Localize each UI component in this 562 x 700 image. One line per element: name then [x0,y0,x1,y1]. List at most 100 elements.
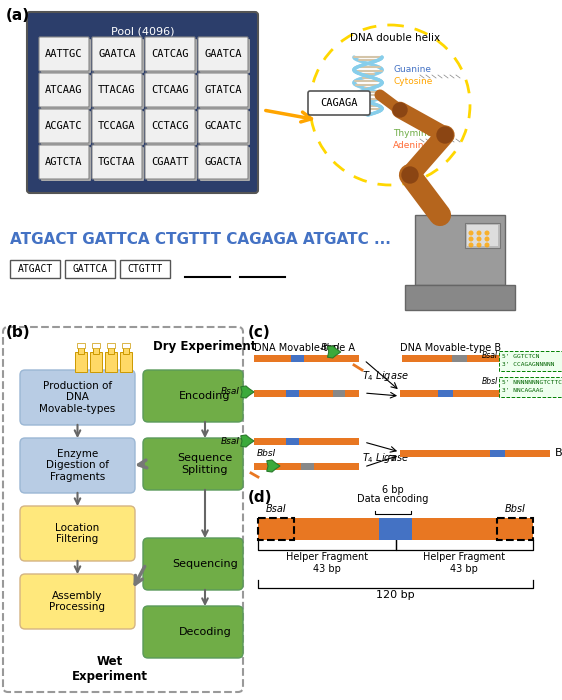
Text: BsaI: BsaI [482,351,498,360]
Text: ACGATC: ACGATC [46,121,83,131]
Bar [258,518,533,540]
FancyBboxPatch shape [200,147,250,181]
FancyBboxPatch shape [92,73,142,107]
Text: (c): (c) [248,325,271,340]
Text: GAATCA: GAATCA [204,49,242,59]
FancyBboxPatch shape [20,506,135,561]
FancyBboxPatch shape [20,574,135,629]
FancyBboxPatch shape [39,37,89,71]
Text: B + A: B + A [555,448,562,458]
Polygon shape [328,346,341,358]
Bar [120,352,132,372]
FancyBboxPatch shape [94,111,144,145]
Text: TTACAG: TTACAG [98,85,136,95]
Text: (b): (b) [6,325,30,340]
Circle shape [477,230,482,235]
Bar [77,343,85,348]
Text: BbsI: BbsI [482,377,498,386]
Text: CTCAAG: CTCAAG [151,85,189,95]
Text: DNA Movable-type B: DNA Movable-type B [400,343,501,353]
Polygon shape [267,460,280,472]
Bar [107,343,115,348]
Text: $T_4$ Ligase: $T_4$ Ligase [362,451,409,465]
FancyBboxPatch shape [143,606,243,658]
Circle shape [484,237,490,242]
Text: GAATCA: GAATCA [98,49,136,59]
Bar [285,438,299,445]
FancyBboxPatch shape [145,109,195,143]
Text: BsaI: BsaI [266,504,287,514]
Polygon shape [241,435,254,447]
FancyBboxPatch shape [120,260,170,278]
Text: Helper Fragment
43 bp: Helper Fragment 43 bp [285,552,368,573]
Text: DNA double helix: DNA double helix [350,33,440,43]
Circle shape [432,207,448,223]
Text: Guanine: Guanine [393,64,431,74]
Text: Pool (4096): Pool (4096) [111,26,174,36]
FancyBboxPatch shape [200,75,250,109]
Text: Wet
Experiment: Wet Experiment [72,655,148,683]
FancyBboxPatch shape [308,91,370,115]
FancyBboxPatch shape [499,377,562,397]
Text: Assembly
Processing: Assembly Processing [49,591,106,612]
FancyBboxPatch shape [27,12,258,193]
Bar [123,346,129,354]
Text: 6 bp: 6 bp [382,485,404,495]
Text: $T_4$ Ligase: $T_4$ Ligase [362,369,409,383]
Text: Decoding: Decoding [179,627,232,637]
Text: Sequencing: Sequencing [172,559,238,569]
Text: ATGACT: ATGACT [17,264,53,274]
Text: 5' NNNNNNNGTCTTC: 5' NNNNNNNGTCTTC [502,381,562,386]
Text: ATGACT GATTCA CTGTTT CAGAGA ATGATC ...: ATGACT GATTCA CTGTTT CAGAGA ATGATC ... [10,232,391,248]
FancyBboxPatch shape [41,39,91,73]
FancyBboxPatch shape [10,260,60,278]
Bar [122,343,130,348]
Text: ATCAAG: ATCAAG [46,85,83,95]
Text: Thymine: Thymine [393,129,432,137]
FancyBboxPatch shape [198,109,248,143]
FancyBboxPatch shape [94,39,144,73]
FancyBboxPatch shape [198,145,248,179]
Bar [333,390,346,397]
Text: AATTGC: AATTGC [46,49,83,59]
Text: (d): (d) [248,490,273,505]
Text: TGCTAA: TGCTAA [98,157,136,167]
FancyBboxPatch shape [20,438,135,493]
FancyBboxPatch shape [145,73,195,107]
FancyBboxPatch shape [92,145,142,179]
FancyBboxPatch shape [198,37,248,71]
Text: DNA Movable-type A: DNA Movable-type A [254,343,355,353]
Text: 3' NNCAGAAG: 3' NNCAGAAG [502,389,543,393]
FancyBboxPatch shape [65,260,115,278]
Text: CGAATT: CGAATT [151,157,189,167]
Bar [467,225,498,246]
Circle shape [437,127,453,143]
Circle shape [484,230,490,235]
Text: AGTCTA: AGTCTA [46,157,83,167]
Bar [105,352,117,372]
Text: Encoding: Encoding [179,391,231,401]
FancyBboxPatch shape [147,111,197,145]
Bar [490,450,505,457]
Text: BbsI: BbsI [505,504,525,514]
Text: Location
Filtering: Location Filtering [56,523,99,545]
Text: 120 bp: 120 bp [376,590,415,600]
Text: GCAATC: GCAATC [204,121,242,131]
FancyBboxPatch shape [20,370,135,425]
Text: 5' GGTCTCN: 5' GGTCTCN [502,354,540,360]
FancyBboxPatch shape [143,370,243,422]
Bar [437,390,452,397]
Circle shape [484,242,490,248]
Circle shape [402,167,418,183]
FancyBboxPatch shape [143,438,243,490]
FancyBboxPatch shape [145,37,195,71]
FancyBboxPatch shape [200,111,250,145]
FancyBboxPatch shape [41,75,91,109]
Bar [465,223,500,248]
Text: Dry Experiment: Dry Experiment [153,340,257,353]
FancyBboxPatch shape [92,37,142,71]
FancyBboxPatch shape [92,109,142,143]
Text: Enzyme
Digestion of
Fragments: Enzyme Digestion of Fragments [46,449,109,482]
Bar [400,390,550,397]
FancyBboxPatch shape [41,111,91,145]
